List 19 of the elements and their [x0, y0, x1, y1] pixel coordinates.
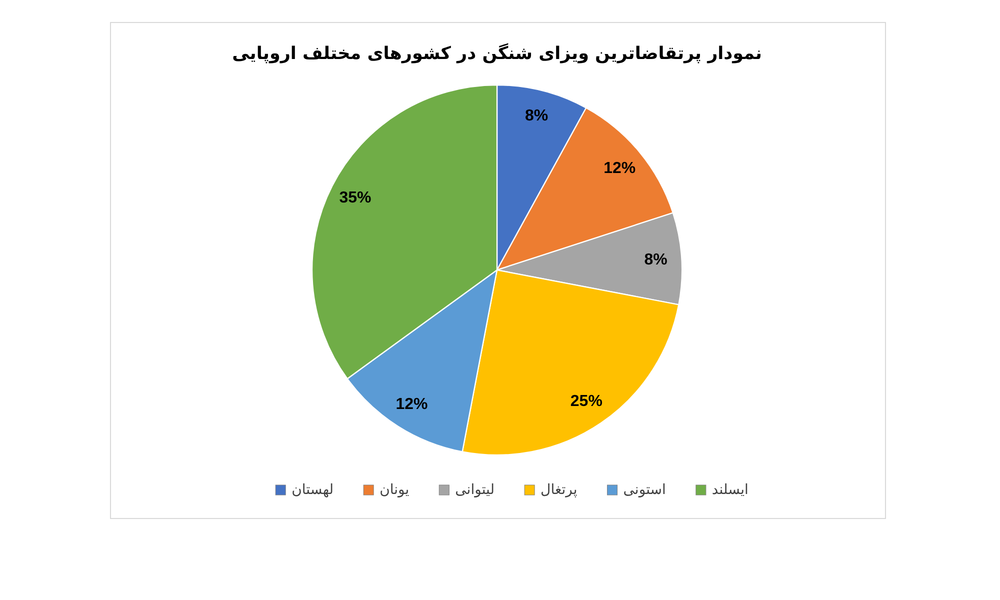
legend-item: لیتوانی: [438, 482, 495, 498]
data-label: 35%: [339, 189, 372, 206]
data-label: 8%: [525, 107, 548, 124]
data-label: 8%: [644, 252, 668, 268]
legend-item: یونان: [363, 482, 410, 498]
legend-label: استونی: [623, 482, 666, 498]
title: نمودار پرتقاضاترین ویزای شنگن در کشورهای مختلف اروپایی: [232, 44, 762, 64]
legend-label: لیتوانی: [455, 482, 495, 498]
legend-label: لهستان: [292, 482, 334, 498]
legend-item: استونی: [607, 482, 666, 498]
legend-label: ایسلند: [712, 482, 748, 498]
legend-item: پرتغال: [524, 482, 578, 498]
legend-label: یونان: [380, 482, 410, 498]
data-label: 12%: [396, 396, 428, 413]
data-label: 25%: [570, 393, 602, 410]
legend-label: پرتغال: [540, 482, 578, 498]
data-label: 12%: [604, 160, 636, 178]
legend-item: ایسلند: [696, 482, 748, 498]
legend-item: لهستان: [275, 482, 334, 498]
